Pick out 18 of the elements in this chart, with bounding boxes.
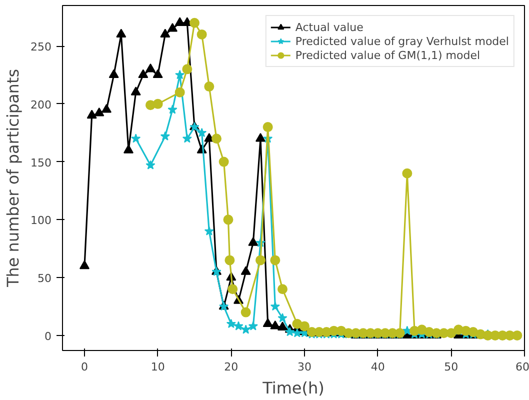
y-axis-title: The number of participants (4, 68, 23, 288)
y-tick-label: 0 (44, 330, 52, 343)
x-tick-label: 10 (150, 360, 165, 374)
x-tick-label: 30 (298, 360, 312, 374)
y-tick-label: 200 (30, 98, 52, 112)
x-axis-title: Time(h) (262, 378, 324, 398)
y-tick-label: 50 (38, 272, 52, 286)
x-tick-label: 60 (516, 360, 529, 374)
y-tick-label: 100 (30, 214, 52, 228)
legend-label: Actual value (295, 20, 364, 34)
y-tick-label: 150 (30, 156, 52, 170)
x-tick-label: 50 (444, 360, 458, 374)
x-tick-label: 40 (370, 360, 385, 374)
legend-label: Predicted value of gray Verhulst model (295, 34, 509, 48)
x-tick-label: 0 (81, 360, 88, 374)
x-tick-label: 20 (224, 360, 238, 374)
y-tick-label: 250 (30, 40, 52, 54)
legend-label: Predicted value of GM(1,1) model (295, 48, 480, 62)
